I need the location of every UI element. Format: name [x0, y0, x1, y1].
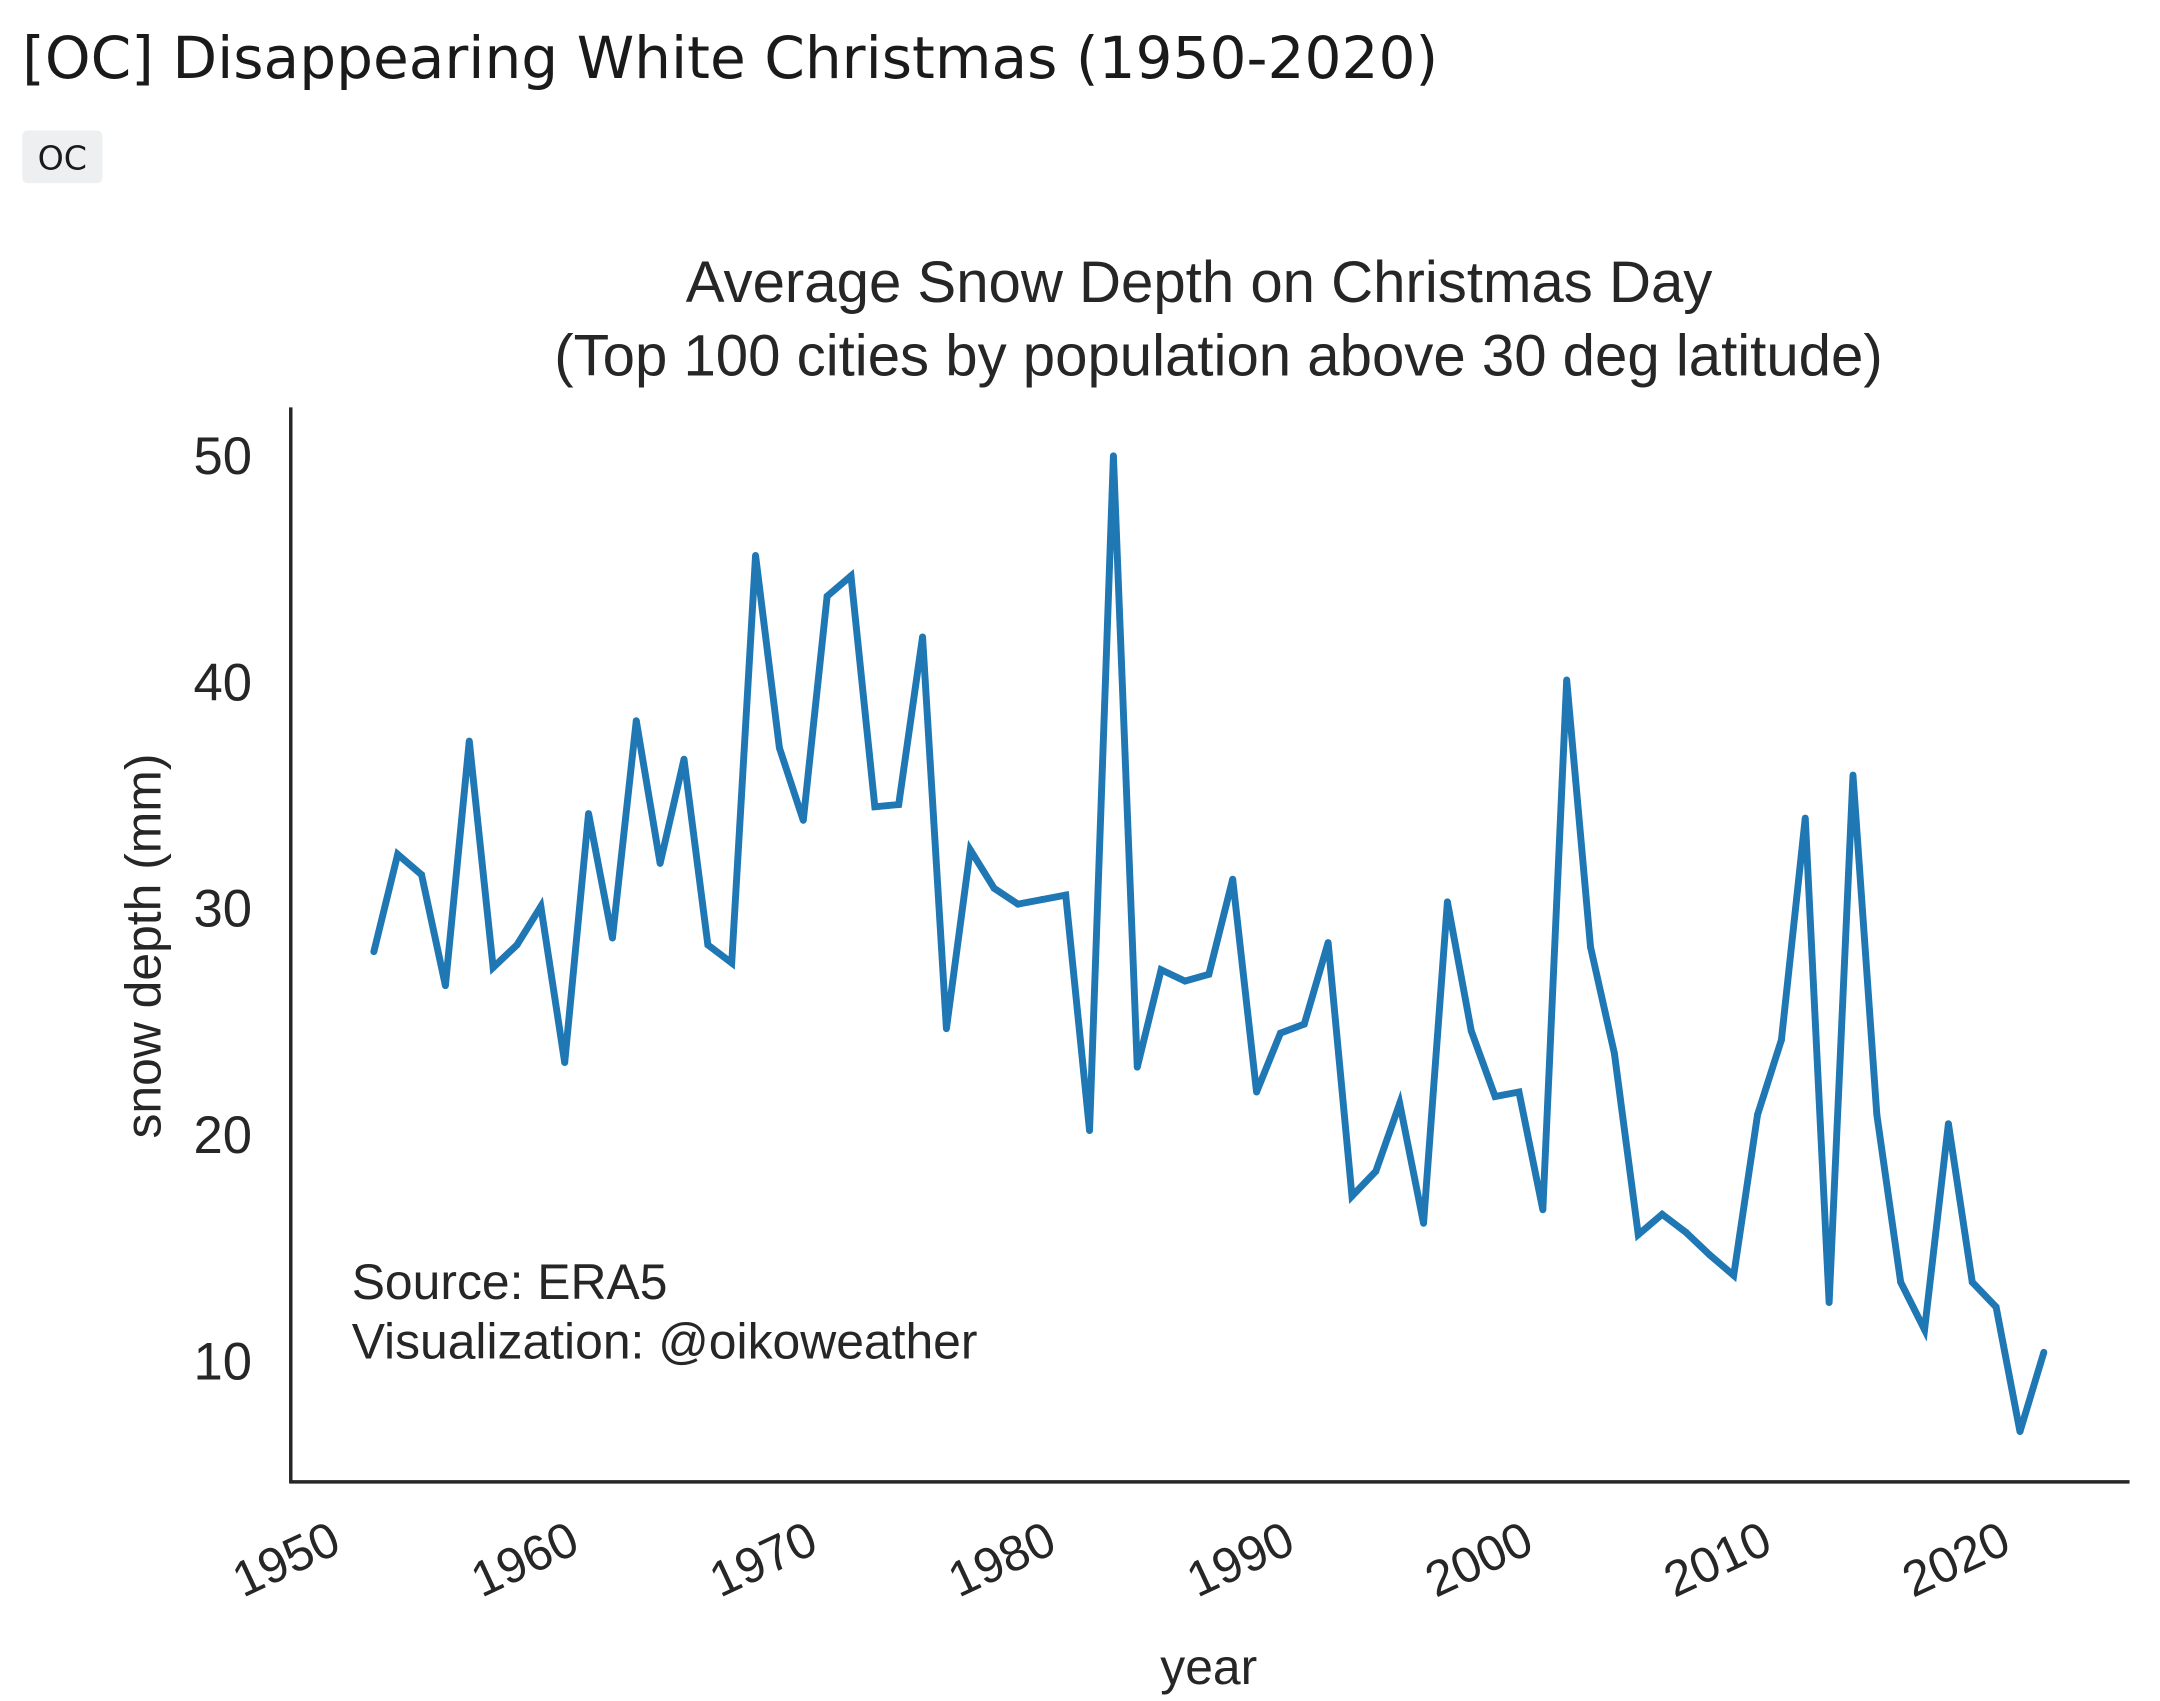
- data-point-1956: [513, 941, 521, 949]
- source-annotation: Source: ERA5: [352, 1254, 668, 1310]
- data-point-1990: [1324, 939, 1332, 947]
- data-point-2015: [1921, 1326, 1929, 1334]
- x-tick-label: 1970: [701, 1510, 825, 1608]
- data-point-1951: [394, 850, 402, 858]
- data-point-1995: [1443, 898, 1451, 906]
- data-point-1973: [919, 633, 927, 641]
- data-point-2016: [1944, 1120, 1952, 1128]
- y-tick-label: 50: [193, 427, 252, 486]
- data-point-1978: [1038, 896, 1046, 904]
- data-point-2018: [1992, 1303, 2000, 1311]
- y-tick-label: 40: [193, 653, 252, 712]
- data-point-2004: [1658, 1210, 1666, 1218]
- data-point-1985: [1205, 970, 1213, 978]
- data-point-2007: [1730, 1271, 1738, 1279]
- data-point-2010: [1801, 814, 1809, 822]
- data-point-1992: [1372, 1167, 1380, 1175]
- data-point-1979: [1062, 891, 1070, 899]
- y-tick-label: 30: [193, 880, 252, 939]
- data-point-2003: [1634, 1231, 1642, 1239]
- data-point-1962: [656, 859, 664, 867]
- data-point-1966: [752, 552, 760, 559]
- data-point-2001: [1587, 943, 1595, 951]
- data-point-1999: [1539, 1206, 1547, 1214]
- data-point-1986: [1229, 875, 1237, 883]
- data-point-2020: [2040, 1348, 2048, 1356]
- post-title[interactable]: [OC] Disappearing White Christmas (1950-…: [22, 24, 1438, 92]
- chart-subtitle: (Top 100 cities by population above 30 d…: [554, 324, 1882, 389]
- flair-label: OC: [38, 138, 87, 177]
- data-point-1965: [728, 959, 736, 967]
- data-point-1982: [1133, 1063, 1141, 1071]
- data-point-2000: [1563, 676, 1571, 684]
- x-tick-label: 2000: [1417, 1510, 1541, 1608]
- data-point-1975: [966, 846, 974, 854]
- x-tick-label: 1950: [224, 1510, 348, 1608]
- data-point-1955: [489, 964, 497, 971]
- data-point-1952: [418, 871, 426, 879]
- data-point-2009: [1777, 1036, 1785, 1044]
- data-point-2005: [1682, 1228, 1690, 1236]
- x-tick-label: 1990: [1178, 1510, 1302, 1608]
- data-point-1970: [847, 572, 855, 580]
- data-point-1996: [1467, 1027, 1475, 1035]
- data-point-1964: [704, 941, 712, 949]
- flair-tag[interactable]: OC: [22, 130, 103, 184]
- data-point-1981: [1109, 452, 1117, 460]
- data-point-1953: [441, 982, 449, 990]
- data-point-2014: [1897, 1278, 1905, 1286]
- data-point-1958: [561, 1059, 569, 1067]
- data-point-1991: [1348, 1192, 1356, 1200]
- data-point-1989: [1300, 1020, 1308, 1028]
- x-tick-label: 2020: [1894, 1510, 2018, 1608]
- data-point-1987: [1253, 1088, 1261, 1096]
- credit-annotation: Visualization: @oikoweather: [352, 1314, 978, 1370]
- data-point-1968: [799, 816, 807, 824]
- data-point-2013: [1873, 1111, 1881, 1119]
- data-point-2019: [2016, 1428, 2024, 1436]
- data-point-1969: [823, 592, 831, 600]
- data-point-1998: [1515, 1088, 1523, 1096]
- data-point-1977: [1014, 900, 1022, 908]
- data-point-2011: [1825, 1299, 1833, 1307]
- data-point-1954: [465, 737, 473, 745]
- data-point-1997: [1491, 1093, 1499, 1101]
- data-point-1994: [1420, 1219, 1428, 1227]
- data-point-1967: [775, 744, 783, 752]
- data-point-1983: [1157, 966, 1165, 974]
- data-point-1988: [1276, 1029, 1284, 1037]
- data-point-1963: [680, 755, 688, 763]
- data-point-2002: [1610, 1050, 1618, 1058]
- chart-title: Average Snow Depth on Christmas Day: [686, 250, 1713, 315]
- data-point-1961: [632, 717, 640, 725]
- y-axis-label: snow depth (mm): [116, 754, 172, 1139]
- data-point-1972: [895, 801, 903, 808]
- data-point-1974: [942, 1025, 950, 1033]
- data-point-1957: [537, 902, 545, 910]
- data-point-1960: [608, 934, 616, 942]
- data-point-2012: [1849, 771, 1857, 779]
- x-tick-label: 2010: [1655, 1510, 1779, 1608]
- data-point-1950: [370, 948, 378, 956]
- data-point-1993: [1396, 1099, 1404, 1107]
- data-point-1976: [990, 884, 998, 892]
- data-point-2008: [1754, 1111, 1762, 1119]
- flair-background: [22, 130, 103, 184]
- data-point-1984: [1181, 977, 1189, 985]
- data-point-2017: [1968, 1278, 1976, 1286]
- x-tick-label: 1960: [462, 1510, 586, 1608]
- x-axis-label: year: [1160, 1639, 1257, 1695]
- data-point-1971: [871, 803, 879, 811]
- data-point-1980: [1086, 1127, 1094, 1134]
- data-point-1959: [585, 810, 593, 818]
- chart: Average Snow Depth on Christmas Day (Top…: [116, 250, 2130, 1695]
- x-tick-label: 1980: [940, 1510, 1064, 1608]
- data-point-2006: [1706, 1251, 1714, 1259]
- y-tick-label: 10: [193, 1332, 252, 1391]
- y-tick-label: 20: [193, 1106, 252, 1165]
